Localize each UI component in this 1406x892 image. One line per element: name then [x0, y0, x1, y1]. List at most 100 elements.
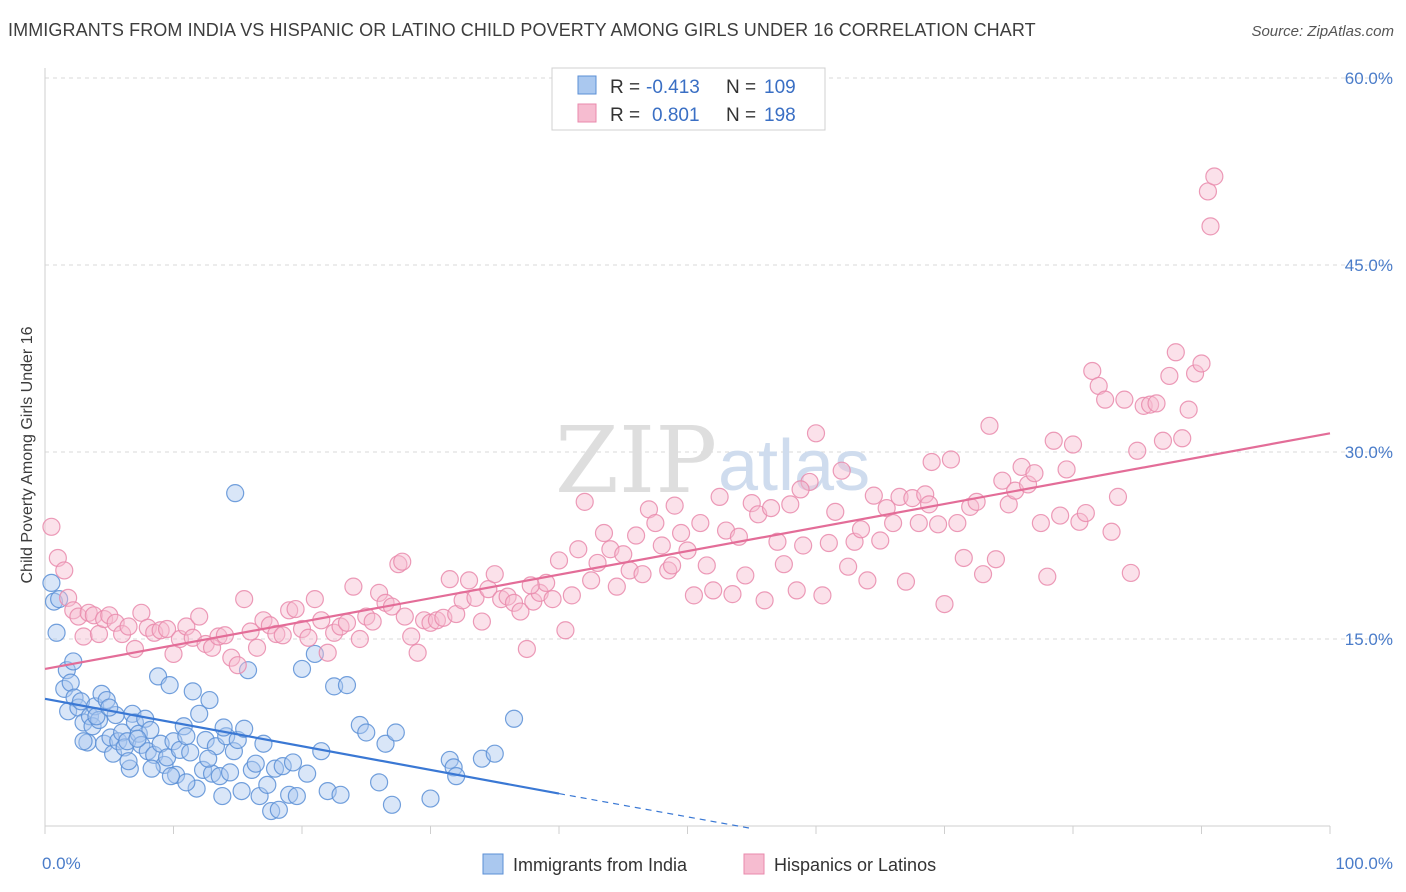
hispanic-point	[286, 599, 305, 619]
hispanic-point	[370, 583, 389, 602]
hispanic-point	[1083, 361, 1102, 381]
hispanic-point	[517, 639, 536, 659]
india-point	[220, 763, 240, 782]
hispanic-point	[935, 594, 954, 614]
hispanic-point	[55, 561, 74, 580]
hispanic-point	[1173, 429, 1192, 448]
hispanic-point	[928, 515, 948, 534]
hispanic-point	[337, 613, 357, 632]
hispanic-point	[1044, 431, 1063, 450]
hispanic-point	[736, 566, 755, 585]
india-point	[141, 720, 160, 740]
hispanic-trend-line	[44, 432, 1331, 671]
hispanic-point	[1185, 364, 1205, 383]
hispanic-point	[280, 601, 299, 620]
legend-hispanic-n-label: N =	[726, 105, 756, 126]
hispanic-point	[877, 499, 896, 518]
hispanic-point	[839, 557, 858, 576]
india-point	[350, 715, 369, 735]
hispanic-point	[704, 581, 723, 600]
hispanic-point	[222, 648, 241, 667]
hispanic-point	[1115, 390, 1134, 409]
hispanic-point	[575, 492, 594, 511]
hispanic-point	[652, 536, 671, 555]
india-point	[376, 734, 395, 753]
india-point	[181, 743, 200, 762]
india-point	[232, 781, 251, 801]
bottom-legend-swatch-india	[482, 853, 504, 875]
india-point	[273, 757, 292, 776]
hispanic-point	[1192, 354, 1211, 373]
hispanic-point	[132, 603, 151, 622]
hispanic-point	[556, 621, 575, 640]
hispanic-point	[1038, 567, 1057, 586]
india-point	[226, 484, 245, 503]
india-point	[183, 682, 202, 701]
hispanic-point	[626, 526, 646, 545]
legend-swatch-india	[577, 75, 597, 95]
hispanic-point	[948, 513, 967, 533]
hispanic-point	[1031, 513, 1050, 533]
hispanic-point	[768, 532, 787, 551]
hispanic-point	[69, 607, 88, 626]
trend-lines	[44, 432, 1331, 830]
hispanic-point	[691, 513, 710, 533]
hispanic-point	[157, 619, 177, 639]
hispanic-point	[1179, 400, 1198, 419]
india-series-points	[42, 484, 524, 821]
hispanic-point	[119, 617, 138, 636]
hispanic-point	[74, 627, 93, 646]
hispanic-point	[909, 513, 928, 533]
y-tick-label: 60.0%	[1345, 69, 1393, 88]
hispanic-point	[440, 570, 459, 589]
hispanic-point	[858, 571, 877, 590]
hispanic-point	[1076, 503, 1095, 523]
hispanic-point	[826, 502, 845, 521]
hispanic-point	[755, 591, 774, 610]
hispanic-point	[350, 629, 369, 649]
hispanic-point	[100, 606, 119, 625]
hispanic-point	[896, 572, 916, 591]
x-tick-label: 100.0%	[1335, 854, 1393, 873]
india-point	[246, 754, 265, 773]
india-point	[120, 759, 139, 778]
india-point	[224, 742, 243, 761]
hispanic-point	[890, 487, 909, 506]
hispanic-point	[177, 617, 196, 636]
india-point	[193, 760, 213, 780]
india-point	[421, 789, 440, 808]
india-point	[210, 767, 229, 786]
hispanic-point	[1121, 563, 1140, 583]
chart-title: IMMIGRANTS FROM INDIA VS HISPANIC OR LAT…	[8, 20, 1036, 40]
india-point	[200, 690, 219, 710]
hispanic-point	[723, 585, 742, 604]
india-point	[262, 801, 281, 821]
india-point	[382, 795, 402, 814]
hispanic-point	[363, 612, 382, 631]
india-point	[119, 752, 138, 771]
bottom-legend: Immigrants from India Hispanics or Latin…	[482, 853, 936, 875]
hispanic-point	[112, 624, 132, 644]
grid-lines	[45, 77, 1392, 640]
hispanic-point	[1057, 460, 1076, 479]
hispanic-point	[781, 495, 800, 514]
y-tick-label: 45.0%	[1345, 256, 1393, 275]
india-trend-line	[44, 697, 560, 795]
legend-hispanic-n-value: 198	[764, 105, 796, 126]
hispanic-point	[569, 540, 588, 559]
india-point	[61, 673, 80, 692]
hispanic-point	[42, 517, 61, 536]
hispanic-point	[761, 499, 781, 518]
india-trend-extension	[558, 792, 752, 830]
hispanic-point	[697, 556, 716, 575]
hispanic-point	[646, 513, 665, 533]
india-point	[177, 773, 196, 792]
hispanic-point	[594, 523, 614, 543]
y-axis-label: Child Poverty Among Girls Under 16	[19, 326, 36, 583]
india-point	[357, 723, 376, 742]
india-point	[187, 779, 206, 798]
hispanic-point	[318, 643, 337, 662]
hispanic-point	[393, 552, 412, 571]
hispanic-point	[916, 485, 935, 504]
